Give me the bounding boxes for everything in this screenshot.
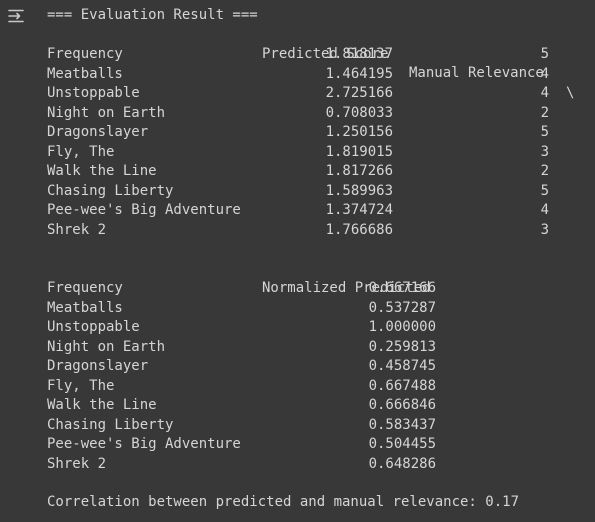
row-normalized-predicted: 0.667166 <box>368 280 436 296</box>
row-predicted-score: 1.819015 <box>325 143 393 160</box>
row-normalized-predicted: 0.537287 <box>368 299 436 316</box>
row-title: Chasing Liberty <box>47 182 174 199</box>
table2-header-row: Normalized Predicted <box>0 259 595 296</box>
table-row: Pee-wee's Big Adventure 1.374724 4 <box>0 201 595 221</box>
row-predicted-score: 1.589963 <box>325 182 393 199</box>
row-title: Frequency <box>47 46 123 62</box>
col-manual-relevance: Manual Relevance <box>409 65 544 81</box>
row-normalized-predicted: 0.504455 <box>368 436 436 452</box>
continuation-mark: \ <box>566 84 575 101</box>
row-normalized-predicted: 0.667488 <box>368 377 436 394</box>
table-row: Night on Earth 0.708033 2 <box>0 104 595 124</box>
row-title: Night on Earth <box>47 338 166 355</box>
row-title: Frequency <box>47 280 123 296</box>
row-title: Fly, The <box>47 143 115 160</box>
output-toggle-icon[interactable] <box>6 6 26 26</box>
row-manual-relevance: 4 <box>540 65 549 82</box>
table-row: Dragonslayer 0.458745 <box>0 357 595 377</box>
row-title: Shrek 2 <box>47 221 107 238</box>
row-title: Chasing Liberty <box>47 416 174 433</box>
row-normalized-predicted: 0.259813 <box>368 338 436 355</box>
row-title: Meatballs <box>47 65 123 82</box>
table-row: Unstoppable 2.725166 4 <box>0 84 595 104</box>
col-predicted-score: Predicted Score <box>262 45 389 62</box>
row-normalized-predicted: 0.583437 <box>368 416 436 433</box>
row-manual-relevance: 5 <box>540 182 549 199</box>
row-normalized-predicted: 1.000000 <box>368 319 436 335</box>
col-normalized-predicted: Normalized Predicted <box>262 279 431 296</box>
output-header: === Evaluation Result === <box>47 7 258 23</box>
row-normalized-predicted: 0.666846 <box>368 397 436 413</box>
row-predicted-score: 1.374724 <box>325 202 393 218</box>
row-manual-relevance: 3 <box>540 221 549 238</box>
row-manual-relevance: 2 <box>540 104 549 121</box>
correlation-line: Correlation between predicted and manual… <box>47 494 520 510</box>
row-title: Unstoppable <box>47 319 140 335</box>
table-row: Shrek 2 1.766686 3 <box>0 221 595 241</box>
table-row: Night on Earth 0.259813 <box>0 338 595 358</box>
table1-header-row: Predicted Score Manual Relevance \ <box>0 25 595 101</box>
table-row: Chasing Liberty 1.589963 5 <box>0 182 595 202</box>
row-manual-relevance: 4 <box>540 85 549 101</box>
row-title: Pee-wee's Big Adventure <box>47 436 241 452</box>
row-predicted-score: 1.818137 <box>325 46 393 62</box>
row-manual-relevance: 3 <box>540 143 549 160</box>
row-title: Night on Earth <box>47 104 166 121</box>
row-manual-relevance: 5 <box>540 46 549 62</box>
table-row: Chasing Liberty 0.583437 <box>0 416 595 436</box>
table-row: Shrek 2 0.648286 <box>0 455 595 475</box>
row-title: Shrek 2 <box>47 455 107 472</box>
row-predicted-score: 1.817266 <box>325 163 393 179</box>
row-title: Walk the Line <box>47 163 157 179</box>
table-row: Unstoppable 1.000000 <box>0 318 595 338</box>
table-row: Dragonslayer 1.250156 5 <box>0 123 595 143</box>
row-manual-relevance: 4 <box>540 202 549 218</box>
table-row: Pee-wee's Big Adventure 0.504455 <box>0 435 595 455</box>
row-normalized-predicted: 0.458745 <box>368 358 436 374</box>
row-predicted-score: 0.708033 <box>325 104 393 121</box>
row-title: Pee-wee's Big Adventure <box>47 202 241 218</box>
table-row: Walk the Line 0.666846 <box>0 396 595 416</box>
row-title: Meatballs <box>47 299 123 316</box>
row-title: Fly, The <box>47 377 115 394</box>
table-row: Meatballs 0.537287 <box>0 299 595 319</box>
row-manual-relevance: 2 <box>540 163 549 179</box>
table-row: Frequency 1.818137 5 <box>0 45 595 65</box>
table-row: Walk the Line 1.817266 2 <box>0 162 595 182</box>
row-predicted-score: 1.464195 <box>325 65 393 82</box>
row-title: Dragonslayer <box>47 124 149 140</box>
table-row: Frequency 0.667166 <box>0 279 595 299</box>
row-predicted-score: 1.766686 <box>325 221 393 238</box>
row-manual-relevance: 5 <box>540 124 549 140</box>
table-row: Meatballs 1.464195 4 <box>0 65 595 85</box>
table-row: Fly, The 0.667488 <box>0 377 595 397</box>
row-predicted-score: 1.250156 <box>325 124 393 140</box>
row-title: Unstoppable <box>47 85 140 101</box>
row-title: Dragonslayer <box>47 358 149 374</box>
table-row: Fly, The 1.819015 3 <box>0 143 595 163</box>
row-title: Walk the Line <box>47 397 157 413</box>
row-predicted-score: 2.725166 <box>325 85 393 101</box>
row-normalized-predicted: 0.648286 <box>368 455 436 472</box>
